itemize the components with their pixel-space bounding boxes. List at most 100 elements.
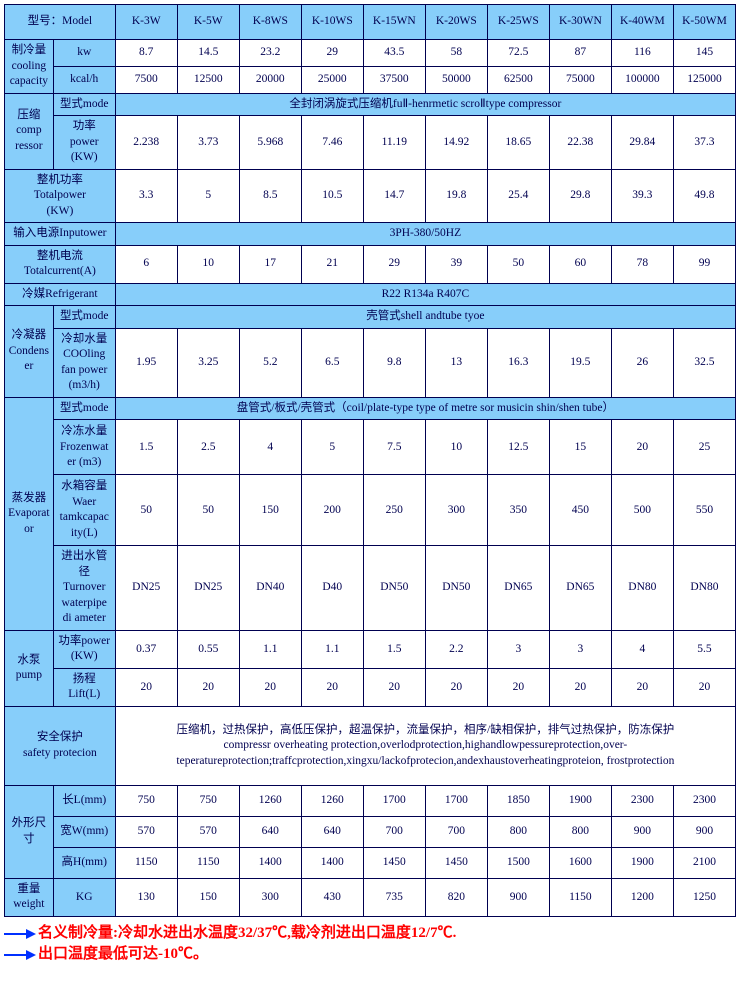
value-cell: 50 bbox=[115, 475, 177, 546]
value-cell: 116 bbox=[611, 40, 673, 67]
value-cell: 1250 bbox=[673, 878, 735, 916]
value-cell: 19.8 bbox=[425, 169, 487, 223]
value-cell: 0.37 bbox=[115, 630, 177, 668]
refrigerant-value: R22 R134a R407C bbox=[115, 283, 735, 306]
value-cell: 1150 bbox=[177, 847, 239, 878]
value-cell: DN40 bbox=[239, 546, 301, 631]
weight-label: 重量weight bbox=[5, 878, 54, 916]
value-cell: 20 bbox=[673, 668, 735, 706]
value-cell: 1.95 bbox=[115, 328, 177, 397]
value-cell: 0.55 bbox=[177, 630, 239, 668]
model-header: K-3W bbox=[115, 5, 177, 40]
model-header: K-40WM bbox=[611, 5, 673, 40]
value-cell: 19.5 bbox=[549, 328, 611, 397]
value-cell: 2100 bbox=[673, 847, 735, 878]
value-cell: 1.1 bbox=[239, 630, 301, 668]
value-cell: 10.5 bbox=[301, 169, 363, 223]
lift-label: 扬程Lift(L) bbox=[53, 668, 115, 706]
value-cell: DN65 bbox=[549, 546, 611, 631]
value-cell: 43.5 bbox=[363, 40, 425, 67]
value-cell: 20 bbox=[239, 668, 301, 706]
value-cell: 250 bbox=[363, 475, 425, 546]
condenser-mode: 壳管式shell andtube tyoe bbox=[115, 306, 735, 329]
value-cell: 640 bbox=[239, 816, 301, 847]
value-cell: 7500 bbox=[115, 66, 177, 93]
kg-label: KG bbox=[53, 878, 115, 916]
cooling-label: 制冷量coolingcapacity bbox=[5, 40, 54, 94]
value-cell: 20000 bbox=[239, 66, 301, 93]
note-2: 出口温度最低可达-10℃。 bbox=[38, 946, 208, 962]
value-cell: 39.3 bbox=[611, 169, 673, 223]
value-cell: 29.8 bbox=[549, 169, 611, 223]
value-cell: 1450 bbox=[363, 847, 425, 878]
value-cell: 300 bbox=[239, 878, 301, 916]
value-cell: 5.5 bbox=[673, 630, 735, 668]
value-cell: 20 bbox=[363, 668, 425, 706]
value-cell: DN80 bbox=[673, 546, 735, 631]
value-cell: 11.19 bbox=[363, 116, 425, 170]
value-cell: 1150 bbox=[115, 847, 177, 878]
value-cell: 8.7 bbox=[115, 40, 177, 67]
value-cell: 700 bbox=[363, 816, 425, 847]
value-cell: 1700 bbox=[425, 785, 487, 816]
value-cell: 150 bbox=[239, 475, 301, 546]
value-cell: 5.968 bbox=[239, 116, 301, 170]
coolfan-label: 冷却水量COOlingfan power(m3/h) bbox=[53, 328, 115, 397]
value-cell: 750 bbox=[115, 785, 177, 816]
model-header: K-20WS bbox=[425, 5, 487, 40]
length-label: 长L(mm) bbox=[53, 785, 115, 816]
value-cell: DN50 bbox=[363, 546, 425, 631]
value-cell: 29 bbox=[301, 40, 363, 67]
pump-label: 水泵pump bbox=[5, 630, 54, 706]
value-cell: 800 bbox=[549, 816, 611, 847]
value-cell: 58 bbox=[425, 40, 487, 67]
value-cell: 14.7 bbox=[363, 169, 425, 223]
width-label: 宽W(mm) bbox=[53, 816, 115, 847]
value-cell: 350 bbox=[487, 475, 549, 546]
value-cell: 20 bbox=[425, 668, 487, 706]
value-cell: 75000 bbox=[549, 66, 611, 93]
value-cell: 20 bbox=[611, 420, 673, 475]
mode-label: 型式mode bbox=[53, 397, 115, 420]
condenser-label: 冷凝器Condenser bbox=[5, 306, 54, 398]
value-cell: 1900 bbox=[549, 785, 611, 816]
value-cell: 37500 bbox=[363, 66, 425, 93]
refrigerant-label: 冷媒Refrigerant bbox=[5, 283, 116, 306]
value-cell: 10 bbox=[177, 245, 239, 283]
model-header: K-5W bbox=[177, 5, 239, 40]
value-cell: 16.3 bbox=[487, 328, 549, 397]
value-cell: 12.5 bbox=[487, 420, 549, 475]
value-cell: 1.1 bbox=[301, 630, 363, 668]
value-cell: 430 bbox=[301, 878, 363, 916]
value-cell: 14.5 bbox=[177, 40, 239, 67]
value-cell: 2.5 bbox=[177, 420, 239, 475]
value-cell: 29.84 bbox=[611, 116, 673, 170]
value-cell: 78 bbox=[611, 245, 673, 283]
value-cell: 22.38 bbox=[549, 116, 611, 170]
value-cell: 3.3 bbox=[115, 169, 177, 223]
compressor-label: 压缩compressor bbox=[5, 93, 54, 169]
value-cell: 18.65 bbox=[487, 116, 549, 170]
value-cell: 145 bbox=[673, 40, 735, 67]
value-cell: 900 bbox=[611, 816, 673, 847]
value-cell: 1260 bbox=[301, 785, 363, 816]
model-header: K-15WN bbox=[363, 5, 425, 40]
model-header: K-30WN bbox=[549, 5, 611, 40]
value-cell: 21 bbox=[301, 245, 363, 283]
value-cell: 5 bbox=[177, 169, 239, 223]
value-cell: 570 bbox=[115, 816, 177, 847]
value-cell: 2300 bbox=[611, 785, 673, 816]
value-cell: 25 bbox=[673, 420, 735, 475]
value-cell: 1.5 bbox=[115, 420, 177, 475]
value-cell: 1600 bbox=[549, 847, 611, 878]
value-cell: 5 bbox=[301, 420, 363, 475]
pumppower-label: 功率power(KW) bbox=[53, 630, 115, 668]
value-cell: 62500 bbox=[487, 66, 549, 93]
value-cell: 17 bbox=[239, 245, 301, 283]
model-header: K-8WS bbox=[239, 5, 301, 40]
value-cell: 3.25 bbox=[177, 328, 239, 397]
value-cell: 20 bbox=[611, 668, 673, 706]
value-cell: 640 bbox=[301, 816, 363, 847]
value-cell: 1400 bbox=[301, 847, 363, 878]
model-label: 型号：Model bbox=[5, 5, 116, 40]
